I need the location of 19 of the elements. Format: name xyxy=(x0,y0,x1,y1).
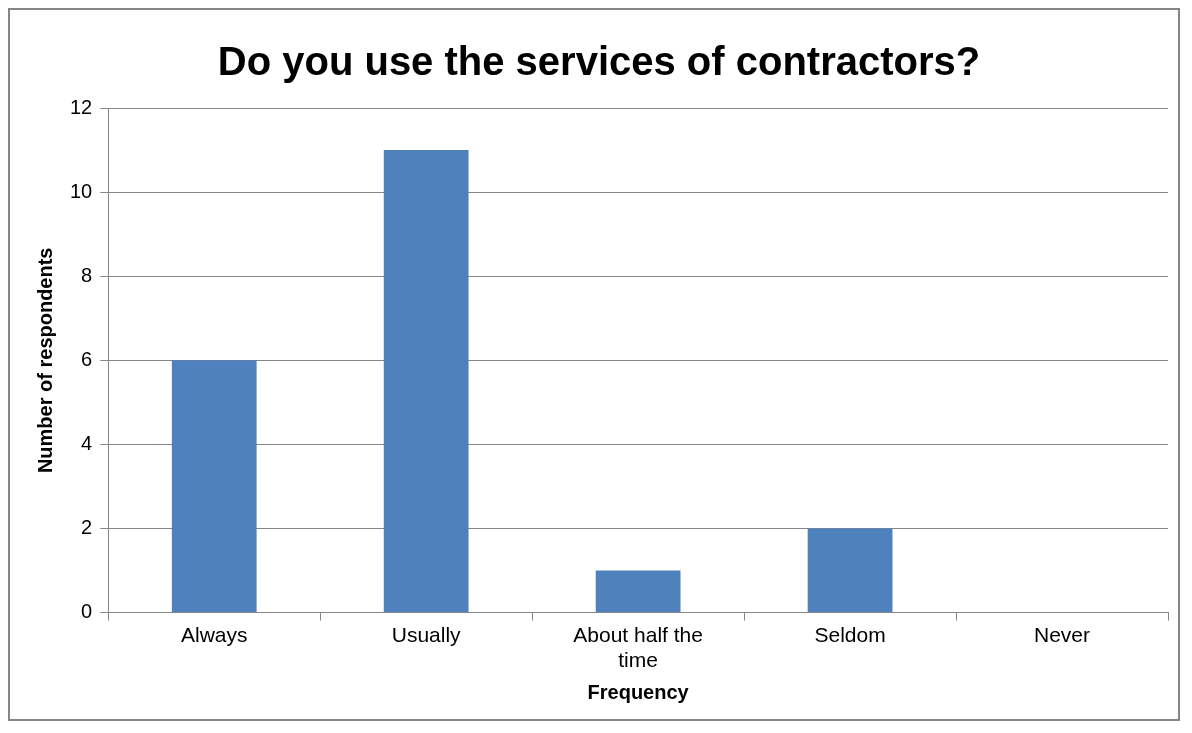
bar xyxy=(383,150,469,613)
bar xyxy=(171,360,257,613)
y-tick-label: 6 xyxy=(81,347,93,370)
y-tick-label: 8 xyxy=(81,263,93,286)
x-axis-title: Frequency xyxy=(587,680,690,703)
y-tick-label: 4 xyxy=(81,431,93,454)
bar xyxy=(807,528,893,613)
bar xyxy=(595,570,681,613)
x-tick-label: Never xyxy=(1034,623,1091,646)
y-tick-label: 0 xyxy=(81,600,93,623)
x-tick-label: About half the time xyxy=(573,623,703,672)
chart-title: Do you use the services of contractors? xyxy=(217,39,981,84)
y-axis-title: Number of respondents xyxy=(33,247,56,474)
x-tick-label: Always xyxy=(180,623,248,646)
x-tick-label: Usually xyxy=(391,623,462,646)
x-tick-label: Seldom xyxy=(814,623,886,646)
y-tick-label: 2 xyxy=(81,516,93,539)
y-tick-label: 12 xyxy=(70,95,93,118)
y-tick-label: 10 xyxy=(70,179,93,202)
